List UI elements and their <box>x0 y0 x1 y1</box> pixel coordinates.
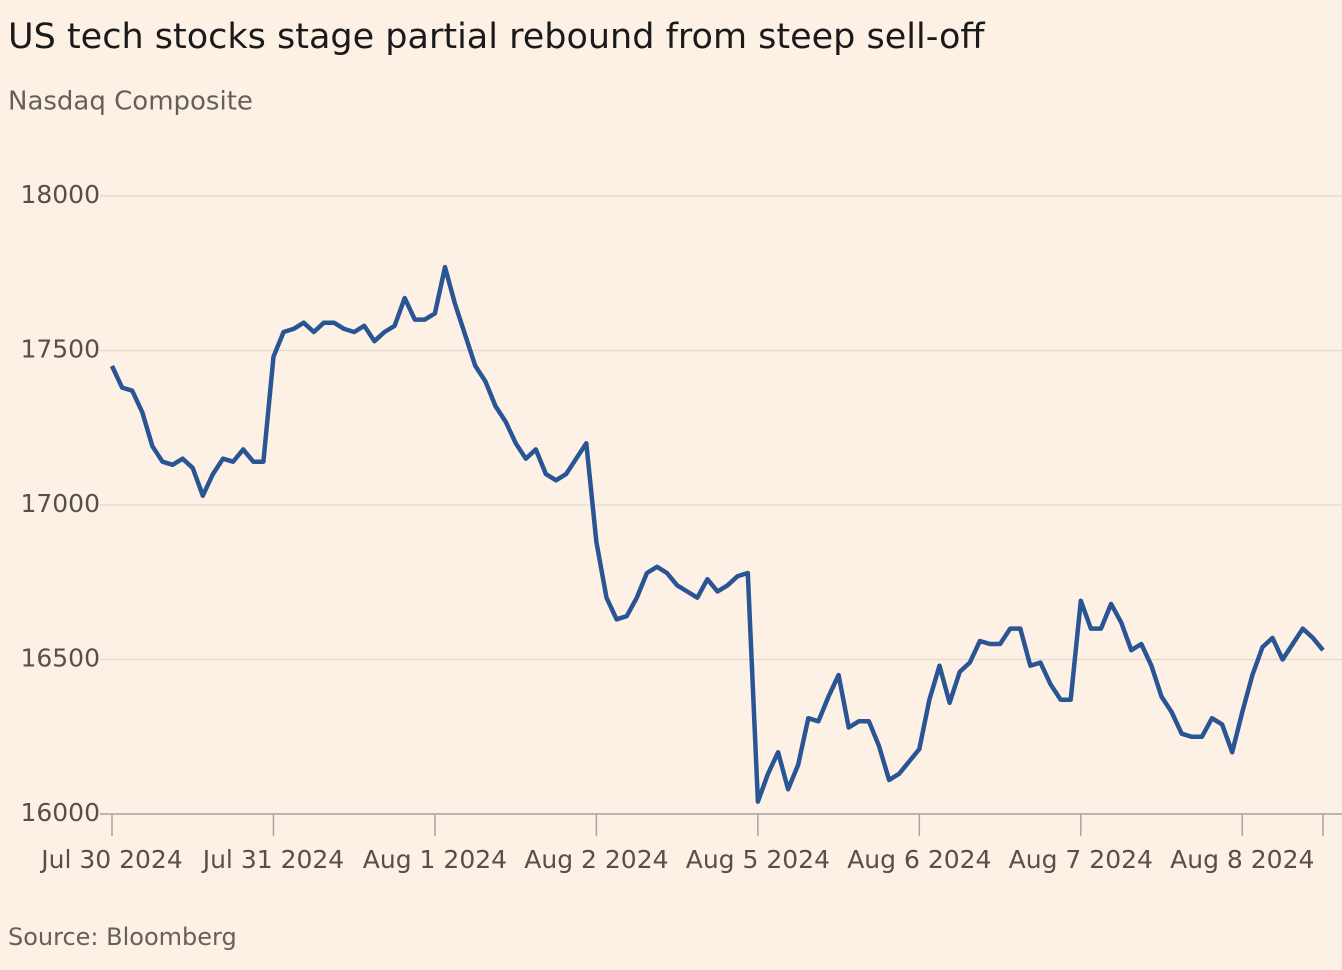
x-tick-label: Aug 7 2024 <box>1009 845 1153 874</box>
x-tick-label: Aug 5 2024 <box>686 845 830 874</box>
x-tick-label: Aug 8 2024 <box>1170 845 1314 874</box>
x-tick-label: Jul 31 2024 <box>201 845 345 874</box>
chart-title: US tech stocks stage partial rebound fro… <box>8 17 985 57</box>
x-tick-label: Aug 1 2024 <box>363 845 507 874</box>
x-tick-label: Aug 6 2024 <box>847 845 991 874</box>
x-tick-label: Jul 30 2024 <box>39 845 183 874</box>
chart-subtitle: Nasdaq Composite <box>8 87 253 117</box>
y-tick-label: 16500 <box>20 644 100 673</box>
y-tick-label: 18000 <box>20 180 100 209</box>
source: Source: Bloomberg <box>8 923 237 951</box>
x-tick-label: Aug 2 2024 <box>524 845 668 874</box>
y-tick-label: 17500 <box>20 335 100 364</box>
line-series <box>109 264 1325 804</box>
y-tick-label: 16000 <box>20 798 100 827</box>
y-tick-label: 17000 <box>20 489 100 518</box>
